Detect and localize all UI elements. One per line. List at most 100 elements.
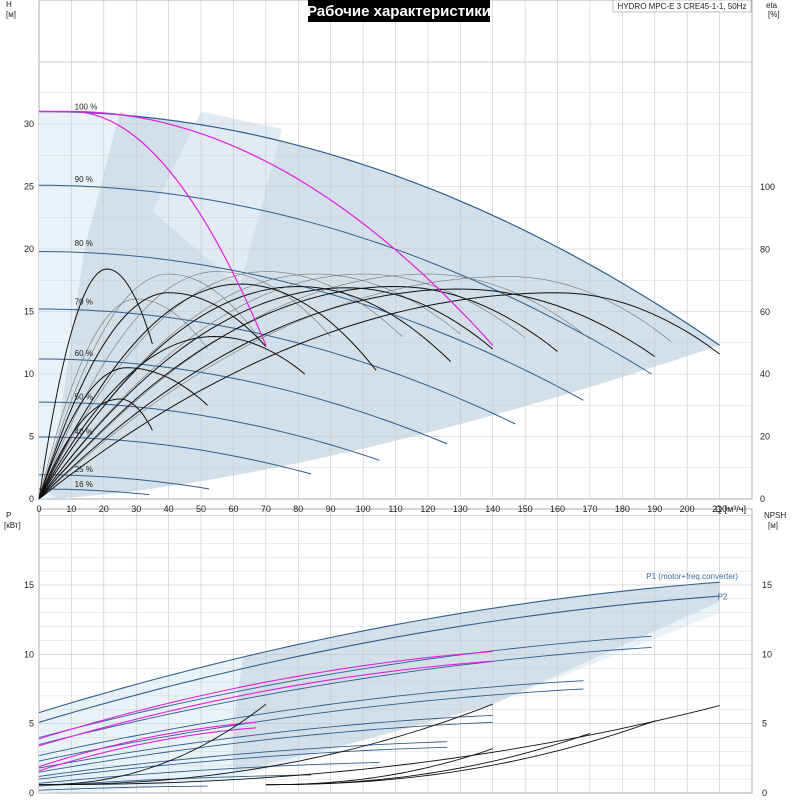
eta-tick-label: 40 — [760, 369, 770, 379]
power-y-tick-label: 0 — [29, 788, 34, 798]
power-magenta-curve-0 — [38, 650, 493, 740]
power-curve-10 — [38, 762, 380, 784]
eta-tick-label: 60 — [760, 307, 770, 317]
head-black-curve-6 — [38, 286, 451, 500]
x-tick-label: 10 — [66, 504, 76, 514]
head-y-tick-label: 10 — [24, 369, 34, 379]
head-grey-curve-5 — [38, 273, 526, 500]
npsh-unit-label: [м] — [768, 521, 778, 530]
speed-label: 50 % — [75, 393, 93, 402]
head-black-curve-10 — [38, 292, 720, 500]
power-magenta-curve-3 — [38, 727, 257, 772]
npsh-curve-0 — [39, 703, 267, 786]
eta-tick-label: 20 — [760, 432, 770, 442]
head-grey-curve-0 — [38, 298, 208, 500]
head-y-tick-label: 15 — [24, 307, 34, 317]
head-black-curve-5 — [38, 283, 377, 500]
series-label-p2: P2 — [718, 593, 728, 602]
x-tick-label: 60 — [228, 504, 238, 514]
x-tick-label: 30 — [131, 504, 141, 514]
head-y-unit-label: [м] — [6, 10, 16, 19]
power-curve-7 — [38, 721, 493, 773]
eta-unit-label: [%] — [768, 10, 780, 19]
x-tick-label: 190 — [647, 504, 662, 514]
speed-label: 80 % — [75, 239, 93, 248]
x-tick-label: 140 — [485, 504, 500, 514]
x-tick-label: 180 — [615, 504, 630, 514]
head-black-curve-7 — [38, 287, 494, 500]
series-label-p1: P1 (motor+freq.converter) — [646, 572, 738, 581]
x-tick-label: 120 — [420, 504, 435, 514]
head-y-tick-label: 5 — [29, 432, 34, 442]
head-grey-curve-6 — [38, 273, 591, 500]
power-curve-0 — [38, 581, 720, 714]
x-tick-label: 200 — [680, 504, 695, 514]
head-y-tick-label: 25 — [24, 182, 34, 192]
head-curve-40 — [39, 436, 312, 475]
head-black-curve-3 — [38, 292, 267, 500]
x-tick-label: 20 — [99, 504, 109, 514]
x-tick-label: 70 — [261, 504, 271, 514]
head-curve-60 — [39, 358, 448, 445]
x-tick-label: 40 — [164, 504, 174, 514]
x-tick-label: 130 — [453, 504, 468, 514]
power-y-tick-label: 15 — [24, 580, 34, 590]
x-tick-label: 50 — [196, 504, 206, 514]
speed-label: 16 % — [75, 480, 93, 489]
x-tick-label: 110 — [388, 504, 402, 514]
model-box — [612, 0, 752, 13]
speed-label: 60 % — [75, 349, 93, 358]
x-tick-label: 160 — [550, 504, 565, 514]
head-y-tick-label: 30 — [24, 119, 34, 129]
head-magenta-curve-1 — [39, 110, 494, 346]
power-magenta-curve-2 — [38, 721, 257, 768]
head-black-curve-8 — [38, 285, 558, 500]
x-tick-label: 150 — [518, 504, 533, 514]
eta-tick-label: 100 — [760, 182, 775, 192]
power-curve-6 — [38, 714, 493, 769]
power-curve-4 — [38, 680, 584, 757]
head-y-tick-label: 20 — [24, 244, 34, 254]
x-tick-label: 210 — [712, 504, 727, 514]
speed-label: 100 % — [75, 103, 98, 112]
eta-tick-label: 80 — [760, 244, 770, 254]
x-tick-label: 80 — [293, 504, 303, 514]
power-curve-8 — [38, 741, 448, 777]
speed-label: 25 % — [75, 465, 93, 474]
speed-label: 90 % — [75, 175, 93, 184]
head-curve-16 — [39, 488, 150, 496]
head-black-curve-1 — [38, 367, 208, 500]
npsh-curve-1 — [39, 703, 493, 786]
speed-label: 70 % — [75, 298, 93, 307]
head-y-axis-label: H — [6, 0, 12, 9]
title-box — [308, 0, 490, 22]
power-curve-3 — [38, 646, 652, 745]
power-y-axis-label: P — [6, 511, 11, 520]
npsh-axis-label: NPSH — [764, 511, 786, 520]
speed-label: 40 % — [75, 428, 93, 437]
power-curve-5 — [38, 688, 584, 762]
x-axis-label: Q [м³/ч] — [715, 504, 746, 514]
head-black-curve-0 — [38, 268, 153, 500]
head-curve-70 — [39, 308, 516, 425]
x-tick-label: 0 — [36, 504, 41, 514]
head-black-curve-2 — [38, 398, 153, 500]
power-curve-2 — [38, 635, 652, 738]
power-y-unit-label: [кВт] — [4, 521, 21, 530]
chart-title: Рабочие характеристики — [307, 3, 491, 20]
head-curve-25 — [39, 474, 210, 490]
power-curve-1 — [38, 595, 720, 723]
npsh-curve-4 — [265, 732, 591, 786]
power-y-tick-label: 5 — [29, 719, 34, 729]
eta-axis-label: eta — [766, 1, 778, 10]
head-black-curve-9 — [38, 288, 656, 500]
npsh-tick-label: 0 — [762, 788, 767, 798]
head-curve-90 — [39, 184, 652, 375]
x-tick-label: 90 — [326, 504, 336, 514]
power-curve-12 — [38, 785, 208, 791]
head-curve-100 — [38, 110, 720, 346]
npsh-curve-5 — [265, 748, 493, 786]
head-curve-80 — [38, 251, 584, 401]
npsh-tick-label: 5 — [762, 719, 767, 729]
